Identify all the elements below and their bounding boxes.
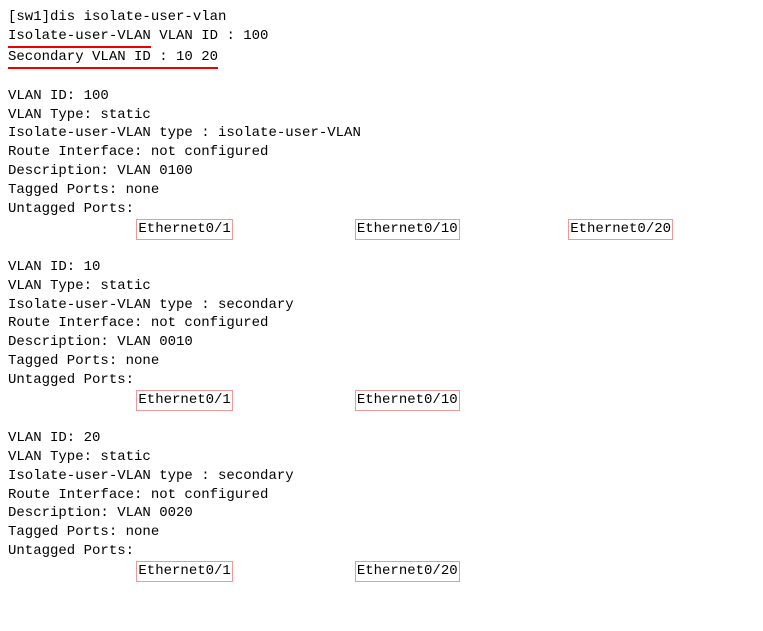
vlan10-untagged-label: Untagged Ports: xyxy=(8,371,755,390)
cli-prompt-line: [sw1]dis isolate-user-vlan xyxy=(8,8,755,27)
vlan20-untagged-label: Untagged Ports: xyxy=(8,542,755,561)
underline-secondary-vlan: Secondary VLAN ID : 10 20 xyxy=(8,48,218,69)
port-eth0-10: Ethernet0/10 xyxy=(355,219,460,240)
port-eth0-1: Ethernet0/1 xyxy=(136,561,232,582)
vlan20-desc: Description: VLAN 0020 xyxy=(8,504,755,523)
header-isolate-vlan-line: Isolate-user-VLAN VLAN ID : 100 xyxy=(8,27,755,48)
port-eth0-20: Ethernet0/20 xyxy=(568,219,673,240)
vlan20-type: VLAN Type: static xyxy=(8,448,755,467)
vlan10-type: VLAN Type: static xyxy=(8,277,755,296)
vlan10-route: Route Interface: not configured xyxy=(8,314,755,333)
vlan10-iuv-type: Isolate-user-VLAN type : secondary xyxy=(8,296,755,315)
vlan10-tagged: Tagged Ports: none xyxy=(8,352,755,371)
vlan10-id: VLAN ID: 10 xyxy=(8,258,755,277)
vlan10-untagged-ports: Ethernet0/1 Ethernet0/10 xyxy=(8,390,755,411)
vlan20-id: VLAN ID: 20 xyxy=(8,429,755,448)
vlan100-untagged-label: Untagged Ports: xyxy=(8,200,755,219)
port-eth0-1: Ethernet0/1 xyxy=(136,219,232,240)
header-secondary-vlan-line: Secondary VLAN ID : 10 20 xyxy=(8,48,755,69)
port-eth0-1: Ethernet0/1 xyxy=(136,390,232,411)
vlan10-desc: Description: VLAN 0010 xyxy=(8,333,755,352)
vlan100-desc: Description: VLAN 0100 xyxy=(8,162,755,181)
vlan20-route: Route Interface: not configured xyxy=(8,486,755,505)
vlan100-type: VLAN Type: static xyxy=(8,106,755,125)
vlan100-tagged: Tagged Ports: none xyxy=(8,181,755,200)
vlan100-untagged-ports: Ethernet0/1 Ethernet0/10 Ethernet0/20 xyxy=(8,219,755,240)
vlan100-route: Route Interface: not configured xyxy=(8,143,755,162)
port-eth0-20: Ethernet0/20 xyxy=(355,561,460,582)
vlan100-iuv-type: Isolate-user-VLAN type : isolate-user-VL… xyxy=(8,124,755,143)
port-eth0-10: Ethernet0/10 xyxy=(355,390,460,411)
underline-isolate-user-vlan: Isolate-user-VLAN xyxy=(8,27,151,48)
vlan20-untagged-ports: Ethernet0/1 Ethernet0/20 xyxy=(8,561,755,582)
vlan100-id: VLAN ID: 100 xyxy=(8,87,755,106)
vlan20-tagged: Tagged Ports: none xyxy=(8,523,755,542)
header-line1-rest: VLAN ID : 100 xyxy=(151,28,269,44)
vlan20-iuv-type: Isolate-user-VLAN type : secondary xyxy=(8,467,755,486)
